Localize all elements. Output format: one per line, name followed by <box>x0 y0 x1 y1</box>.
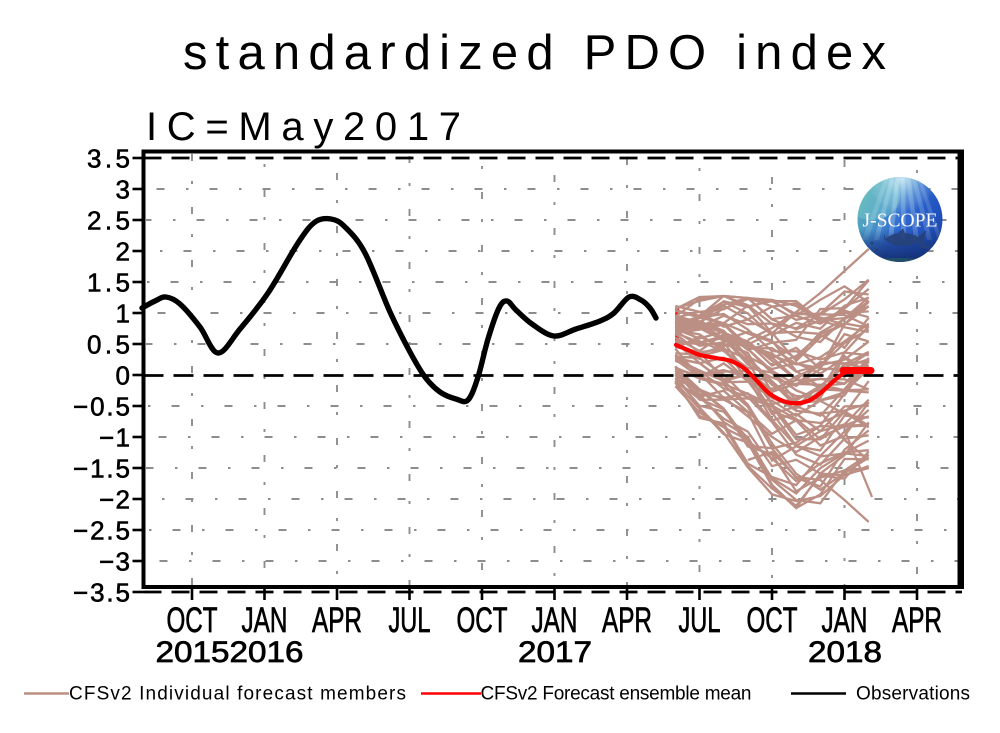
svg-text:standardized PDO index: standardized PDO index <box>183 26 886 80</box>
svg-text:−3.5: −3.5 <box>73 578 130 608</box>
svg-text:2.5: 2.5 <box>87 206 130 236</box>
svg-text:APR: APR <box>892 601 942 640</box>
svg-text:2: 2 <box>116 237 130 267</box>
svg-text:1.5: 1.5 <box>87 268 130 298</box>
svg-text:JAN: JAN <box>532 601 578 640</box>
svg-text:JUL: JUL <box>679 601 721 640</box>
svg-text:CFSv2 Individual forecast memb: CFSv2 Individual forecast members <box>69 684 406 705</box>
svg-text:JUL: JUL <box>389 601 431 640</box>
svg-text:J-SCOPE: J-SCOPE <box>863 210 938 232</box>
svg-text:1: 1 <box>116 299 130 329</box>
svg-text:JAN: JAN <box>822 601 868 640</box>
svg-text:2017: 2017 <box>518 636 592 669</box>
svg-text:IC=May2017: IC=May2017 <box>146 105 461 149</box>
svg-text:3.5: 3.5 <box>87 144 130 174</box>
svg-text:−0.5: −0.5 <box>73 392 130 422</box>
svg-text:APR: APR <box>312 601 362 640</box>
svg-text:2016: 2016 <box>230 636 304 669</box>
svg-text:APR: APR <box>602 601 652 640</box>
svg-text:0.5: 0.5 <box>87 330 130 360</box>
svg-text:−2.5: −2.5 <box>73 516 130 546</box>
svg-text:2015: 2015 <box>156 636 230 669</box>
svg-text:0: 0 <box>116 361 130 391</box>
svg-text:3: 3 <box>116 175 130 205</box>
svg-text:−1.5: −1.5 <box>73 454 130 484</box>
svg-text:OCT: OCT <box>747 601 798 640</box>
svg-text:CFSv2 Forecast ensemble mean: CFSv2 Forecast ensemble mean <box>481 684 752 705</box>
svg-text:Observations: Observations <box>856 684 970 705</box>
svg-text:OCT: OCT <box>167 601 218 640</box>
svg-text:JAN: JAN <box>242 601 288 640</box>
svg-text:OCT: OCT <box>457 601 508 640</box>
svg-text:2018: 2018 <box>808 636 882 669</box>
